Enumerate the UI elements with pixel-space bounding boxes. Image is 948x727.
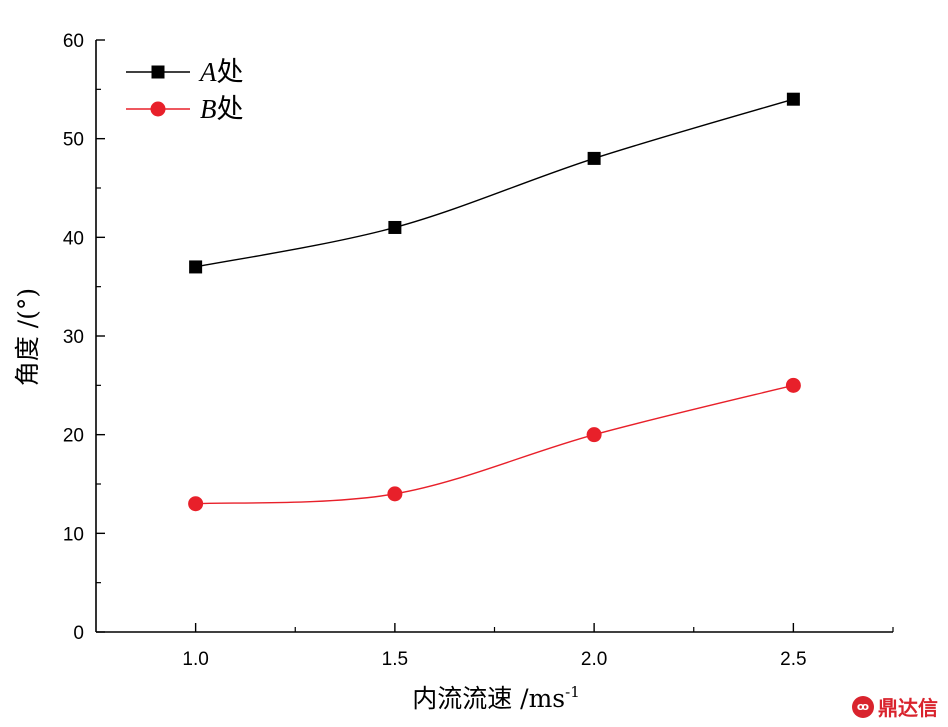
data-point-b bbox=[785, 377, 801, 393]
y-tick-label: 50 bbox=[63, 130, 84, 151]
legend-marker-a bbox=[151, 65, 165, 79]
data-point-a bbox=[388, 220, 402, 234]
watermark: ꝏ 鼎达信 bbox=[852, 692, 938, 721]
data-point-b bbox=[387, 486, 403, 502]
x-axis-title-superscript: -1 bbox=[565, 683, 580, 701]
data-point-b bbox=[586, 427, 602, 443]
axis-ticks: 0 10 20 30 40 50 60 1.0 1.5 2.0 2.5 bbox=[63, 31, 894, 670]
x-tick-label: 1.5 bbox=[382, 649, 408, 670]
data-point-a bbox=[786, 92, 800, 106]
x-axis-title: 内流流速 /ms-1 bbox=[412, 683, 580, 713]
series-line-a bbox=[195, 98, 794, 268]
legend-marker-b bbox=[150, 101, 166, 117]
data-point-b bbox=[188, 496, 204, 512]
x-axis-title-main: 内流流速 /ms bbox=[412, 684, 565, 713]
series-markers bbox=[188, 92, 801, 512]
legend-label-italic: B bbox=[200, 94, 217, 124]
y-tick-label: 20 bbox=[63, 426, 84, 447]
legend-label-rest: 处 bbox=[217, 94, 244, 125]
y-tick-label: 40 bbox=[63, 228, 84, 249]
legend-label-a: A处 bbox=[198, 57, 244, 88]
data-point-a bbox=[587, 151, 601, 165]
series-lines bbox=[195, 98, 794, 505]
y-tick-label: 0 bbox=[73, 623, 84, 644]
x-tick-label: 1.0 bbox=[182, 649, 208, 670]
series-line-b bbox=[195, 384, 794, 505]
watermark-text: 鼎达信 bbox=[878, 696, 938, 720]
x-tick-label: 2.0 bbox=[581, 649, 607, 670]
y-tick-label: 60 bbox=[63, 31, 84, 52]
watermark-logo-icon: ꝏ bbox=[852, 695, 874, 718]
legend-label-b: B处 bbox=[200, 94, 244, 125]
axes bbox=[95, 40, 893, 633]
x-tick-label: 2.5 bbox=[780, 649, 806, 670]
legend-label-rest: 处 bbox=[217, 57, 244, 88]
y-tick-label: 30 bbox=[63, 327, 84, 348]
y-tick-label: 10 bbox=[63, 524, 84, 545]
legend-label-italic: A bbox=[198, 57, 217, 87]
y-axis-title: 角度 /(°) bbox=[13, 288, 42, 386]
data-point-a bbox=[189, 260, 203, 274]
